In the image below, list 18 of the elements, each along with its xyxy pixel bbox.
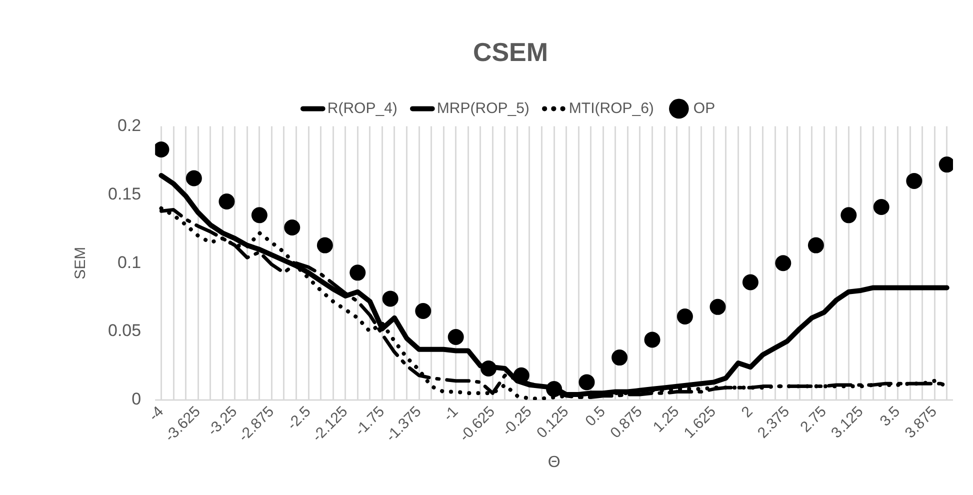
x-tick-label: -2.5 bbox=[284, 403, 314, 434]
y-tick-label: 0.2 bbox=[117, 116, 142, 135]
y-tick-label: 0 bbox=[132, 390, 142, 409]
y-tick-label: 0.1 bbox=[117, 252, 142, 272]
y-tick-label: 0.05 bbox=[108, 321, 142, 340]
legend-label: MRP(ROP_5) bbox=[436, 100, 530, 117]
x-axis-title: Θ bbox=[548, 454, 560, 471]
legend-label: OP bbox=[693, 100, 716, 117]
y-axis-title: SEM bbox=[72, 246, 90, 280]
x-tick-label: 0.5 bbox=[582, 403, 609, 430]
x-tick-label: 2 bbox=[738, 403, 756, 422]
x-tick-label: -4 bbox=[146, 403, 167, 425]
chart-title: CSEM bbox=[472, 36, 548, 67]
legend-label: MTI(ROP_6) bbox=[568, 100, 654, 117]
y-tick-label: 0.15 bbox=[108, 184, 142, 204]
x-tick-label: -1 bbox=[440, 403, 462, 425]
legend-label: R(ROP_4) bbox=[327, 100, 398, 117]
x-tick-label: 3.5 bbox=[876, 403, 904, 430]
